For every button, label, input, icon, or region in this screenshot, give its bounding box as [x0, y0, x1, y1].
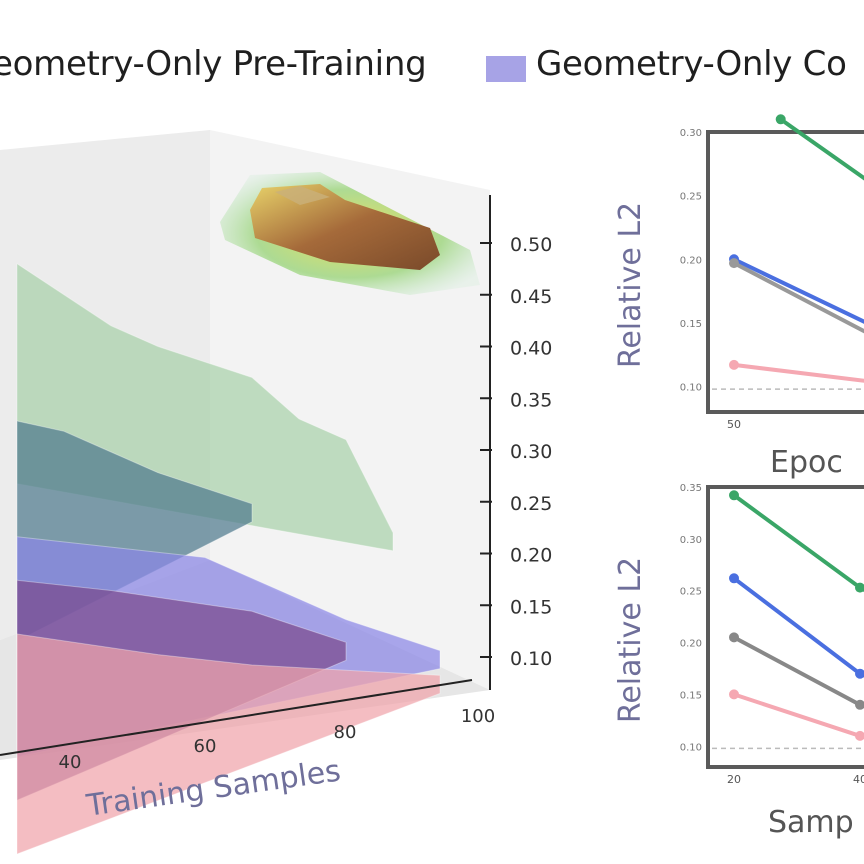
z-tick-label-2: 0.15 [510, 596, 552, 618]
z-tick-label-1: 0.10 [510, 648, 552, 670]
top-content-series-2 [732, 257, 864, 324]
legend-label-1: eometry-Only Pre-Training [0, 44, 427, 84]
bottom-x-axis-label: Samp [768, 805, 854, 840]
top-content-y-tick-5: 0.10 [680, 383, 702, 394]
legend-label-2: Geometry-Only Co [536, 44, 847, 84]
top-content-point-1-1 [775, 114, 786, 125]
bottom-content-point-2-2 [855, 668, 864, 679]
x-axis-line [0, 679, 473, 756]
top-x-tick-1: 50 [727, 418, 741, 431]
top-y-axis-label: Relative L2 [613, 202, 648, 368]
bottom-x-tick-2: 40 [853, 773, 864, 786]
z-tick-label-9: 0.50 [510, 234, 552, 256]
bottom-y-axis-label: Relative L2 [613, 557, 648, 723]
bottom-content-y-tick-1: 0.35 [680, 483, 702, 494]
bottom-content-point-3-1 [729, 632, 739, 643]
surface-series-5 [16, 633, 441, 855]
car-flow-thumbnail [220, 172, 480, 295]
bottom-content-point-4-1 [729, 689, 739, 700]
top-content-series-4 [732, 362, 864, 383]
z-tick-label-5: 0.30 [510, 441, 552, 463]
z-tick-label-3: 0.20 [510, 545, 552, 567]
x-tick-label-1: 40 [59, 752, 82, 773]
surface-group [16, 262, 441, 855]
bottom-content-y-tick-4: 0.20 [680, 639, 702, 650]
bottom-content-y-tick-5: 0.15 [680, 690, 702, 701]
top-content-y-tick-2: 0.25 [680, 192, 702, 203]
top-content-y-tick-3: 0.20 [680, 255, 702, 266]
bottom-content-point-3-2 [855, 699, 864, 710]
z-tick-group: 0.10 0.15 0.20 0.25 0.30 0.35 0.40 0.45 0.50 [480, 234, 552, 670]
bottom-x-tick-1: 20 [727, 773, 741, 786]
x-tick-label-2: 60 [194, 736, 217, 757]
legend-swatch-2 [486, 56, 526, 82]
top-content-point-3-1 [729, 258, 739, 269]
top-plot-content: 0.30 0.25 0.20 0.15 0.10 50 [680, 114, 864, 431]
top-content-series-3 [732, 261, 864, 334]
bottom-content-point-2-1 [729, 573, 739, 584]
bottom-plot-content: 0.35 0.30 0.25 0.20 0.15 0.10 20 40 [680, 483, 864, 786]
legend: eometry-Only Pre-Training Geometry-Only … [0, 0, 864, 140]
top-content-y-tick-1: 0.30 [680, 128, 702, 139]
bottom-plot-frame [706, 485, 864, 769]
z-tick-label-7: 0.40 [510, 338, 552, 360]
x-tick-label-3: 80 [334, 722, 357, 743]
bottom-content-y-tick-3: 0.25 [680, 587, 702, 598]
bottom-content-point-4-2 [855, 730, 864, 741]
bottom-content-y-tick-6: 0.10 [680, 742, 702, 753]
z-tick-label-6: 0.35 [510, 389, 552, 411]
bottom-content-y-tick-2: 0.30 [680, 535, 702, 546]
bottom-content-point-1-1 [729, 490, 739, 501]
bottom-content-point-1-2 [855, 582, 864, 593]
top-x-axis-label: Epoc [770, 445, 843, 480]
x-tick-group: 40 60 80 100 [59, 706, 496, 773]
z-tick-label-4: 0.25 [510, 493, 552, 515]
z-tick-label-8: 0.45 [510, 286, 552, 308]
x-tick-label-4: 100 [461, 706, 495, 727]
top-content-point-4-1 [729, 359, 739, 370]
top-content-series-1 [778, 117, 864, 181]
top-content-y-tick-4: 0.15 [680, 319, 702, 330]
